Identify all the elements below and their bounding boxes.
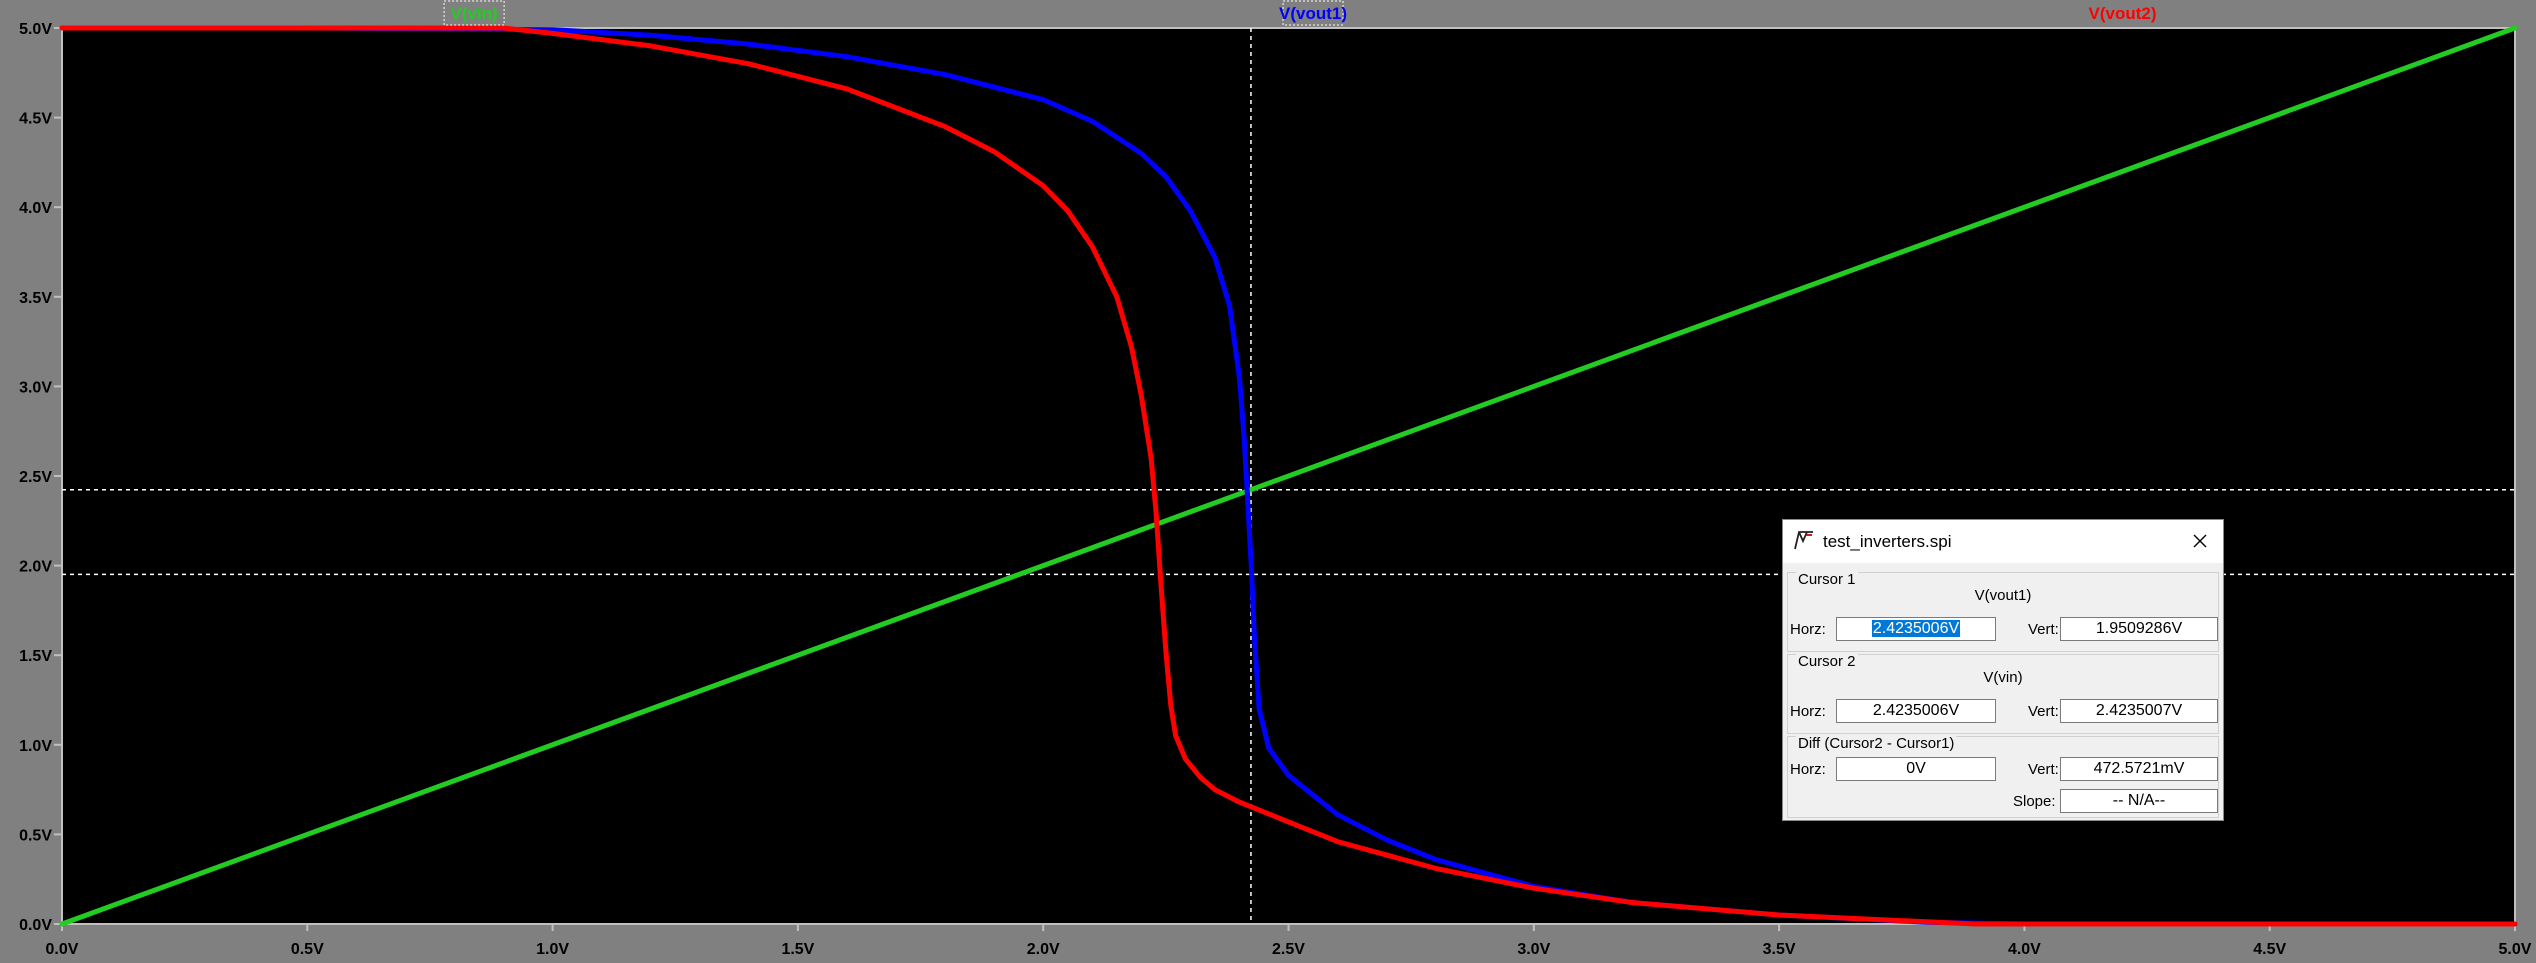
trace-label[interactable]: V(vout2) (2089, 4, 2157, 23)
series-line-vvout2[interactable] (59, 25, 2518, 927)
trace-label[interactable]: V(vin) (450, 4, 497, 23)
x-tick-label: 2.0V (1027, 941, 1060, 958)
diff-vert-field[interactable]: 472.5721mV (2060, 757, 2218, 781)
series-line-vvout1[interactable] (59, 25, 2518, 927)
x-tick-label: 3.0V (1517, 941, 1550, 958)
diff-horz-label: Horz: (1790, 761, 1826, 778)
cursor1-heading: Cursor 1 (1796, 571, 1858, 588)
x-tick-label: 4.5V (2253, 941, 2286, 958)
trace-label-cursor-box (443, 0, 505, 26)
cursor2-group: Cursor 2 V(vin) Horz: 2.4235006V Vert: 2… (1787, 653, 2219, 734)
cursor1-horz-label: Horz: (1790, 621, 1826, 638)
y-tick-label: 5.0V (19, 21, 52, 38)
dialog-title: test_inverters.spi (1823, 532, 1952, 551)
x-tick-label: 0.5V (291, 941, 324, 958)
trace-label-cursor-box (1282, 0, 1344, 26)
y-tick-label: 0.0V (19, 917, 52, 934)
x-tick-label: 4.0V (2008, 941, 2041, 958)
cursor2-heading: Cursor 2 (1796, 653, 1858, 670)
y-tick-label: 3.5V (19, 290, 52, 307)
cursor1-vert-field[interactable]: 1.9509286V (2060, 617, 2218, 641)
x-tick-label: 1.5V (781, 941, 814, 958)
diff-group: Diff (Cursor2 - Cursor1) Horz: 0V Vert: … (1787, 735, 2219, 818)
series-line-vvin[interactable] (59, 25, 2518, 927)
y-tick-label: 1.0V (19, 738, 52, 755)
diff-slope-label: Slope: (2013, 793, 2056, 810)
trace-label[interactable]: V(vout1) (1279, 4, 1347, 23)
y-tick-label: 3.0V (19, 379, 52, 396)
cursor2-horz-field[interactable]: 2.4235006V (1836, 699, 1996, 723)
cursor1-vert-label: Vert: (2028, 621, 2059, 638)
y-tick-label: 4.0V (19, 200, 52, 217)
x-tick-label: 0.0V (46, 941, 79, 958)
x-tick-label: 5.0V (2499, 941, 2532, 958)
x-tick-label: 2.5V (1272, 941, 1305, 958)
y-tick-label: 4.5V (19, 111, 52, 128)
y-tick-label: 2.0V (19, 559, 52, 576)
cursor1-group: Cursor 1 V(vout1) Horz: 2.4235006V Vert:… (1787, 571, 2219, 652)
x-tick-label: 3.5V (1763, 941, 1796, 958)
y-tick-label: 0.5V (19, 827, 52, 844)
cursor2-trace-name: V(vin) (1983, 669, 2023, 686)
y-tick-label: 1.5V (19, 648, 52, 665)
dialog-titlebar[interactable]: test_inverters.spi (1783, 520, 2223, 563)
ltspice-app-icon (1793, 529, 1815, 555)
cursor1-trace-name: V(vout1) (1974, 587, 2032, 604)
close-icon[interactable] (2187, 528, 2213, 554)
y-tick-label: 2.5V (19, 469, 52, 486)
diff-heading: Diff (Cursor2 - Cursor1) (1796, 735, 1957, 752)
cursor2-vert-label: Vert: (2028, 703, 2059, 720)
x-tick-label: 1.0V (536, 941, 569, 958)
cursor2-vert-field[interactable]: 2.4235007V (2060, 699, 2218, 723)
diff-vert-label: Vert: (2028, 761, 2059, 778)
cursor2-horz-label: Horz: (1790, 703, 1826, 720)
cursor1-horz-value[interactable]: 2.4235006V (1871, 620, 1961, 637)
diff-horz-field[interactable]: 0V (1836, 757, 1996, 781)
cursor-readout-dialog[interactable]: test_inverters.spi Cursor 1 V(vout1) Hor… (1782, 519, 2224, 821)
cursor1-horz-field[interactable]: 2.4235006V (1836, 617, 1996, 641)
diff-slope-field[interactable]: -- N/A-- (2060, 789, 2218, 813)
